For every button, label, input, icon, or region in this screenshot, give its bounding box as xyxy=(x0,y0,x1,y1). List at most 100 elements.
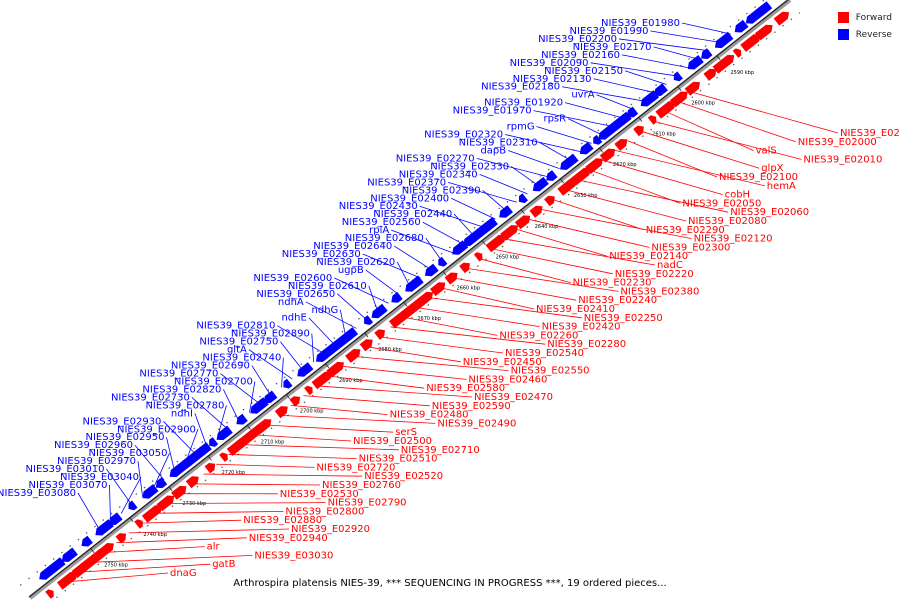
reverse-gene-label: NIES39_E02400 xyxy=(370,193,449,204)
gene-leader-line xyxy=(265,424,394,433)
forward-gene-label: alr xyxy=(207,542,221,553)
forward-gene-label: NIES39_E02050 xyxy=(682,198,761,209)
genome-axis xyxy=(28,0,792,600)
reverse-gene-arrow xyxy=(364,315,374,325)
forward-gene-arrow xyxy=(235,424,265,449)
forward-gene-arrow xyxy=(670,91,688,108)
gene-leader-line xyxy=(251,365,272,396)
gene-leader-line xyxy=(203,473,363,477)
gene-leader-line xyxy=(216,463,315,468)
reverse-gene-label: NIES39_E02600 xyxy=(253,273,332,284)
gene-leader-line xyxy=(362,253,421,279)
reverse-gene-label: NIES39_E03080 xyxy=(0,488,76,499)
gene-leader-line xyxy=(540,208,692,239)
forward-gene-arrow xyxy=(141,505,162,523)
axis-tick xyxy=(442,270,447,276)
forward-gene-label: glpX xyxy=(761,163,783,174)
gene-leader-line xyxy=(593,78,656,94)
gene-leader-line xyxy=(602,159,723,195)
axis-tick xyxy=(207,455,212,461)
forward-gene-arrow xyxy=(185,476,199,489)
axis-tick xyxy=(481,239,486,245)
gene-leader-line xyxy=(191,483,321,486)
reverse-gene-label: NIES39_E02810 xyxy=(196,321,275,332)
gene-leader-line xyxy=(427,297,582,319)
axis-tick-label: 2660 kbp xyxy=(456,285,480,291)
reverse-gene-arrow xyxy=(579,141,594,155)
forward-gene-label: NIES39_E02460 xyxy=(468,374,547,385)
reverse-gene-arrow xyxy=(344,327,359,340)
gene-leader-line xyxy=(228,454,357,459)
forward-gene-arrow xyxy=(345,349,361,363)
forward-gene-label: NIES39_E02510 xyxy=(359,454,438,465)
reverse-gene-arrow xyxy=(61,547,78,562)
axis-tick-label: 2740 kbp xyxy=(143,532,167,538)
gene-leader-line xyxy=(106,468,133,506)
reverse-gene-arrow xyxy=(405,275,424,292)
gene-leader-line xyxy=(664,110,754,151)
reverse-gene-label: NIES39_E02180 xyxy=(481,82,560,93)
reverse-gene-arrow xyxy=(714,31,734,49)
gene-leader-line xyxy=(248,349,293,380)
reverse-gene-label: NIES39_E02430 xyxy=(339,201,418,212)
forward-gene-arrow xyxy=(614,139,628,151)
gene-leader-line xyxy=(510,166,539,186)
reverse-gene-arrow xyxy=(673,71,683,82)
reverse-gene-arrow xyxy=(315,332,352,362)
gene-leader-line xyxy=(77,492,101,531)
axis-tick-label: 2690 kbp xyxy=(339,378,363,384)
gene-leader-line xyxy=(425,237,443,262)
forward-gene-arrow xyxy=(599,148,616,163)
reverse-gene-label: NIES39_E02310 xyxy=(459,137,538,148)
reverse-gene-label: NIES39_E02630 xyxy=(282,249,361,260)
forward-gene-arrow xyxy=(100,543,114,555)
gene-leader-line xyxy=(141,519,242,524)
gene-leader-line xyxy=(305,301,357,329)
axis-tick xyxy=(363,332,369,338)
gene-leader-line xyxy=(134,444,165,481)
reverse-gene-label: NIES39_E02650 xyxy=(256,289,335,300)
axis-tick xyxy=(637,116,643,122)
legend-forward: Forward xyxy=(837,9,892,26)
gene-leader-line xyxy=(618,38,710,52)
reverse-swatch xyxy=(837,29,849,40)
gene-leader-line xyxy=(334,277,389,304)
forward-gene-label: NIES39_E02450 xyxy=(463,357,542,368)
reverse-gene-label: rpsR xyxy=(543,114,566,125)
forward-gene-label: gatB xyxy=(212,559,235,570)
reverse-gene-label: NIES39_E02780 xyxy=(145,400,224,411)
gene-leader-line xyxy=(339,309,347,337)
reverse-gene-arrow xyxy=(216,425,233,441)
gene-leader-line xyxy=(567,118,603,136)
reverse-gene-label: NIES39_E02900 xyxy=(117,424,196,435)
gene-leader-line xyxy=(452,277,577,301)
reverse-gene-label: NIES39_E02390 xyxy=(402,185,481,196)
forward-gene-label: NIES39_E02010 xyxy=(803,154,882,165)
gene-leader-line xyxy=(109,485,111,522)
forward-gene-arrow xyxy=(289,396,301,407)
reverse-gene-label: NIES39_E03050 xyxy=(89,448,168,459)
reverse-gene-arrow xyxy=(593,134,603,145)
gene-leader-line xyxy=(66,572,169,583)
axis-tick xyxy=(716,54,721,61)
forward-gene-label: dnaG xyxy=(170,568,197,579)
gene-leader-line xyxy=(368,285,379,312)
reverse-gene-arrow xyxy=(39,557,66,580)
gene-leader-line xyxy=(505,134,582,153)
reverse-gene-label: NIES39_E03070 xyxy=(29,480,108,491)
forward-gene-label: NIES39_E02800 xyxy=(285,506,364,517)
forward-gene-label: NIES39_E03030 xyxy=(254,550,333,561)
forward-gene-label: NIES39_E02070 xyxy=(840,128,900,139)
forward-gene-label: NIES39_E02240 xyxy=(578,295,657,306)
reverse-gene-arrow xyxy=(155,477,168,489)
forward-gene-arrow xyxy=(359,339,373,352)
axis-tick xyxy=(168,486,173,492)
reverse-gene-label: NIES39_E01970 xyxy=(453,106,532,117)
reverse-gene-label: NIES39_E02730 xyxy=(111,392,190,403)
axis-tick xyxy=(598,147,604,153)
forward-gene-arrow xyxy=(570,167,591,186)
forward-gene-label: NIES39_E02940 xyxy=(249,533,328,544)
reverse-gene-label: NIES39_E02970 xyxy=(57,456,136,467)
